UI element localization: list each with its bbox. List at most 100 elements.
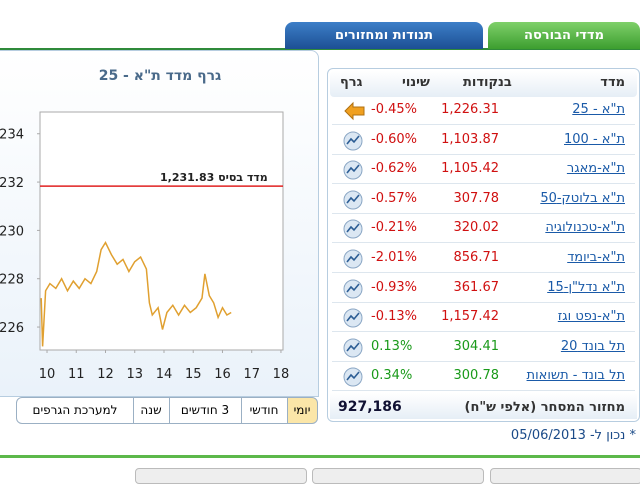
y-tick-label: 1,230: [0, 224, 24, 239]
row-separator: [332, 183, 635, 185]
footer-button: [490, 468, 640, 484]
column-header: מדד: [600, 75, 625, 90]
chart: גרף מדד ת"א - 25 1,226 1,228 1,230 1,232 1,2…: [0, 68, 290, 382]
row-separator: [332, 360, 635, 362]
index-change: 0.34%: [371, 368, 413, 384]
tab[interactable]: תנודות ומחזורים: [285, 22, 483, 49]
y-tick-label: 1,226: [0, 321, 24, 336]
icon: [343, 219, 363, 239]
column-header: גרף: [340, 75, 363, 90]
index-change: -0.60%: [371, 131, 417, 147]
chart-icon[interactable]: [343, 279, 363, 299]
index-table: מדד בנקודות שינוי גרף ת"א - 25 1,226.31 -0.45%…: [327, 68, 640, 422]
footer-button: [135, 468, 307, 484]
index-name[interactable]: ת"א-מאגר: [566, 161, 625, 177]
column-header: בנקודות: [463, 75, 512, 90]
row-separator: [332, 212, 635, 214]
button[interactable]: 3 חודשים: [168, 397, 242, 424]
index-name[interactable]: ת"א-ביומד: [567, 250, 625, 265]
button-active[interactable]: יומי: [286, 397, 318, 424]
footer-button: [312, 468, 484, 484]
index-name[interactable]: ת"א - 25: [572, 102, 625, 117]
icon: [343, 160, 363, 180]
selected-arrow-icon[interactable]: [343, 101, 365, 121]
icon: [343, 308, 363, 328]
index-change: -0.21%: [371, 220, 417, 236]
index-change: -2.01%: [371, 250, 417, 265]
x-tick-label: 11: [68, 367, 85, 382]
row-separator: [332, 272, 635, 273]
button[interactable]: שנה: [132, 397, 170, 424]
index-name[interactable]: ת"א נדל"ן-15: [547, 279, 625, 295]
index-name[interactable]: תל בונד - תשואות: [526, 368, 625, 384]
row-separator: [332, 242, 635, 244]
y-tick-label: 1,234: [0, 128, 24, 143]
chart-icon[interactable]: [343, 160, 363, 180]
index-points: 361.67: [453, 279, 500, 295]
turnover-label: מחזור המסחר (אלפי ש"ח): [464, 400, 626, 415]
index-points: 1,157.42: [441, 309, 499, 325]
index-name[interactable]: ת"א-טכנולוגיה: [545, 220, 625, 236]
index-name[interactable]: ת"א בלוטק-50: [540, 190, 625, 206]
index-change: 0.13%: [371, 338, 413, 354]
x-tick-label: 14: [156, 367, 173, 382]
index-points: 304.41: [453, 338, 500, 354]
index-points: 856.71: [453, 250, 500, 265]
plot-area: [39, 111, 284, 351]
row-separator: [332, 153, 635, 155]
index-points: 300.78: [453, 368, 500, 384]
index-change: -0.57%: [371, 190, 417, 206]
x-tick-label: 15: [185, 367, 202, 382]
index-change: -0.13%: [371, 309, 417, 325]
tab-bar-line: [0, 48, 640, 50]
chart-title: גרף מדד ת"א - 25: [99, 68, 222, 84]
icon: [343, 190, 363, 210]
as-of: * נכון ל- 05/06/2013: [510, 428, 636, 443]
header-bar: [330, 71, 637, 97]
x-tick-label: 13: [126, 367, 143, 382]
index-change: -0.62%: [371, 161, 417, 177]
chart-icon[interactable]: [343, 249, 363, 269]
chart-icon[interactable]: [343, 190, 363, 210]
row-separator: [332, 301, 635, 303]
column-header: שינוי: [402, 75, 430, 90]
index-name[interactable]: ת"א - 100: [564, 131, 625, 147]
icon: [343, 279, 363, 299]
index-name[interactable]: תל בונד 20: [560, 338, 625, 354]
x-tick-label: 16: [214, 367, 231, 382]
footer-bar: [330, 393, 637, 419]
index-points: 320.02: [453, 220, 500, 236]
index-points: 307.78: [453, 190, 500, 206]
index-change: -0.93%: [371, 279, 417, 295]
chart-icon[interactable]: [343, 338, 363, 358]
x-tick-label: 18: [273, 367, 290, 382]
icon: [343, 249, 363, 269]
y-tick-label: 1,228: [0, 273, 24, 288]
icon: [343, 367, 363, 387]
x-tick-label: 17: [243, 367, 260, 382]
price-line: [40, 240, 232, 347]
y-tick-label: 1,232: [0, 176, 24, 191]
tab-active[interactable]: מדדי הבורסה: [488, 22, 640, 49]
chart-icon[interactable]: [343, 219, 363, 239]
icon: [343, 338, 363, 358]
row-separator: [332, 124, 635, 125]
index-name[interactable]: ת"א-נפט וגז: [557, 309, 625, 325]
x-tick-label: 10: [39, 367, 56, 382]
turnover-value: 927,186: [338, 399, 402, 415]
chart-icon[interactable]: [343, 308, 363, 328]
row-separator: [332, 390, 635, 392]
button[interactable]: חודשי: [240, 397, 288, 424]
index-points: 1,103.87: [441, 131, 499, 147]
row-separator: [332, 331, 635, 333]
chart-icon[interactable]: [343, 367, 363, 387]
baseline-label: מדד בסיס 1,231.83: [160, 171, 268, 184]
button[interactable]: למערכת הגרפים: [16, 397, 134, 424]
chart-icon[interactable]: [343, 131, 363, 151]
index-change: -0.45%: [371, 102, 417, 117]
footer-line: [0, 455, 640, 458]
arrow: [344, 101, 365, 121]
icon: [343, 131, 363, 151]
index-points: 1,105.42: [441, 161, 499, 177]
